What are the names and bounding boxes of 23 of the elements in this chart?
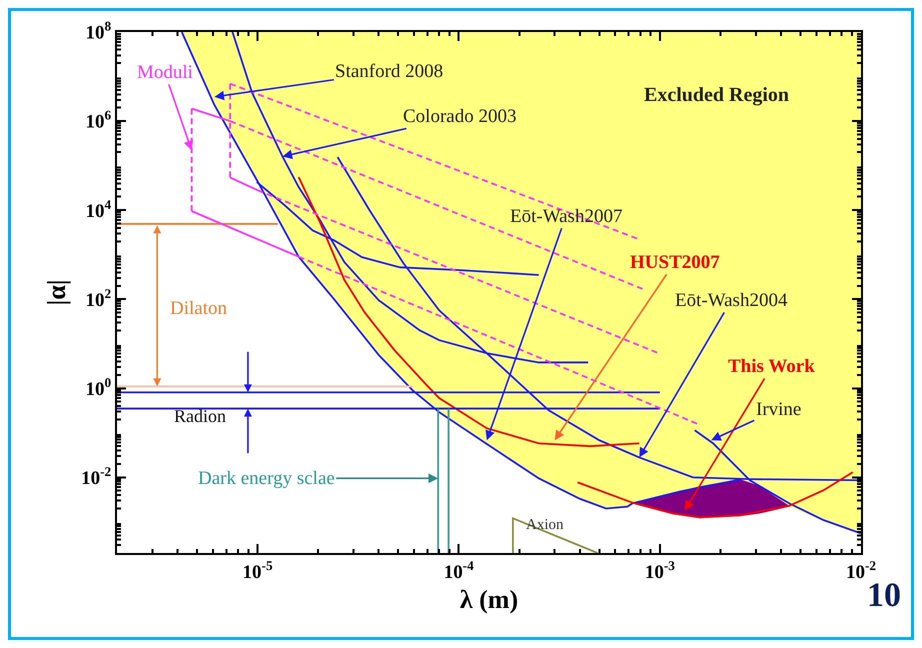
annotation: Axion — [526, 517, 564, 533]
annotation: Eōt-Wash2004 — [675, 290, 788, 311]
x-axis-title: λ (m) — [460, 585, 518, 614]
y-tick-label: 10$^{4}$ — [86, 196, 112, 222]
y-tick-label: 10$^{8}$ — [86, 18, 112, 44]
annotation: Colorado 2003 — [403, 106, 516, 127]
annotation: HUST2007 — [630, 252, 720, 273]
y-axis-title: |α| — [42, 280, 72, 306]
x-tick-label: 10$^{-4}$ — [444, 558, 474, 583]
annotation: Excluded Region — [644, 84, 790, 106]
annotation: Radion — [174, 406, 226, 426]
annotation: Moduli — [137, 62, 193, 83]
annotation: Dilaton — [170, 298, 228, 319]
x-tick-label: 10$^{-5}$ — [242, 558, 273, 583]
y-tick-label: 10$^{6}$ — [86, 108, 112, 133]
annotation: Irvine — [756, 399, 802, 420]
y-tick-label: 10$^{0}$ — [86, 374, 112, 400]
x-tick-label: 10$^{-3}$ — [644, 558, 676, 583]
annotation: Dark energy sclae — [198, 468, 335, 489]
y-tick-label: 10$^{-2}$ — [81, 464, 112, 489]
annotation: This Work — [728, 356, 816, 377]
annotation: Stanford 2008 — [335, 61, 444, 82]
y-tick-label: 10$^{2}$ — [86, 286, 112, 311]
